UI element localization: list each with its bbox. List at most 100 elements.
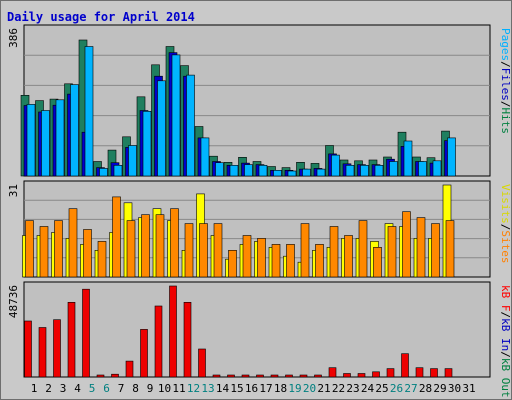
x-tick-label: 22	[332, 382, 345, 395]
side-label-part: Pages	[499, 28, 512, 61]
x-tick-label: 1	[31, 382, 38, 395]
bar-pages-day-27	[403, 140, 413, 177]
bar-sites-day-11	[170, 208, 179, 278]
x-tick-label: 4	[74, 382, 81, 395]
bar-pages-day-13	[200, 137, 210, 177]
bar-sites-day-9	[141, 214, 150, 278]
side-label-bottom: kB F/kB In/kB Out	[499, 285, 512, 398]
bar-sites-day-14	[213, 223, 223, 278]
bar-pages-day-3	[55, 99, 65, 177]
bar-kb-f-day-11	[169, 285, 177, 378]
bar-sites-day-15	[228, 250, 237, 278]
bar-kb-f-day-25	[372, 371, 380, 378]
plot-area-top	[23, 24, 491, 177]
bar-pages-day-9	[142, 111, 152, 177]
side-label-part: Visits	[499, 184, 512, 224]
bar-sites-day-27	[402, 211, 411, 278]
x-tick-label: 8	[132, 382, 139, 395]
side-label-part: /	[499, 61, 512, 68]
bar-pages-day-7	[113, 165, 123, 177]
bar-kb-f-day-14	[212, 374, 221, 378]
bar-pages-day-20	[302, 168, 311, 177]
scale-label-top: 386	[7, 28, 20, 48]
x-tick-label: 24	[361, 382, 375, 395]
bar-kb-f-day-20	[299, 374, 308, 378]
bar-pages-day-22	[331, 154, 340, 177]
bar-kb-f-day-28	[415, 367, 424, 378]
bar-sites-day-5	[83, 229, 92, 278]
bar-sites-day-16	[242, 235, 252, 278]
bar-pages-day-29	[432, 160, 442, 177]
bar-sites-day-29	[431, 223, 440, 278]
bar-kb-f-day-8	[125, 360, 134, 378]
bar-pages-day-10	[157, 80, 166, 177]
side-label-part: Hits	[499, 108, 512, 135]
bar-sites-day-8	[126, 220, 136, 278]
bar-kb-f-day-4	[67, 301, 76, 378]
bar-sites-day-30	[445, 220, 455, 278]
x-tick-label: 10	[158, 382, 171, 395]
bar-pages-day-26	[389, 161, 398, 177]
bar-kb-f-day-13	[198, 348, 206, 378]
side-label-part: /	[499, 101, 512, 108]
bar-kb-f-day-22	[328, 367, 337, 378]
scale-label-bottom: 48736	[7, 285, 20, 318]
plot-area-bottom	[23, 281, 491, 378]
bar-kb-f-day-5	[82, 288, 90, 378]
x-tick-label: 19	[288, 382, 301, 395]
x-tick-label: 13	[201, 382, 214, 395]
side-label-part: kB Out	[499, 358, 512, 398]
bar-sites-day-22	[329, 226, 339, 278]
side-label-middle: Visits/Sites	[499, 184, 512, 264]
side-label-part: kB F	[499, 285, 512, 312]
x-tick-label: 30	[448, 382, 461, 395]
x-tick-label: 21	[317, 382, 330, 395]
bar-sites-day-18	[271, 244, 281, 278]
x-tick-label: 20	[303, 382, 316, 395]
bar-sites-day-6	[97, 241, 107, 278]
bar-pages-day-25	[374, 165, 384, 177]
side-label-part: Files	[499, 68, 512, 101]
bar-pages-day-28	[418, 161, 427, 177]
side-label-part: /	[499, 224, 512, 231]
bar-kb-f-day-24	[357, 373, 366, 378]
bar-kb-f-day-29	[430, 368, 438, 378]
bar-pages-day-14	[215, 162, 224, 177]
x-tick-label: 17	[259, 382, 272, 395]
x-tick-label: 5	[89, 382, 96, 395]
bar-pages-day-6	[99, 168, 108, 177]
bar-pages-day-24	[360, 165, 369, 177]
bar-kb-f-day-19	[285, 374, 293, 378]
x-tick-label: 25	[375, 382, 388, 395]
x-tick-label: 14	[216, 382, 230, 395]
bar-kb-f-day-27	[401, 353, 409, 378]
bar-sites-day-28	[416, 217, 426, 278]
bar-sites-day-2	[39, 226, 49, 278]
bar-sites-day-19	[286, 244, 295, 278]
x-tick-label: 28	[419, 382, 432, 395]
bar-kb-f-day-18	[270, 374, 279, 378]
bar-sites-day-3	[54, 220, 63, 278]
side-label-part: /	[499, 312, 512, 319]
x-tick-label: 15	[230, 382, 243, 395]
bar-pages-day-30	[447, 137, 456, 177]
bar-pages-day-19	[287, 170, 297, 177]
x-tick-label: 2	[45, 382, 52, 395]
x-tick-label: 18	[274, 382, 287, 395]
bar-kb-f-day-7	[111, 373, 119, 378]
x-tick-label: 9	[147, 382, 154, 395]
bar-pages-day-21	[316, 168, 326, 177]
bar-sites-day-20	[300, 223, 310, 278]
bar-pages-day-5	[84, 46, 94, 177]
bar-kb-f-day-30	[444, 368, 453, 378]
bar-kb-f-day-10	[154, 305, 163, 378]
bar-kb-f-day-23	[343, 373, 351, 378]
x-tick-label: 26	[390, 382, 403, 395]
bar-kb-f-day-26	[386, 368, 395, 378]
bar-sites-day-12	[184, 223, 194, 278]
bar-sites-day-13	[199, 223, 208, 278]
bar-kb-f-day-2	[38, 327, 47, 378]
bar-pages-day-17	[258, 165, 268, 177]
bar-pages-day-16	[244, 164, 253, 177]
